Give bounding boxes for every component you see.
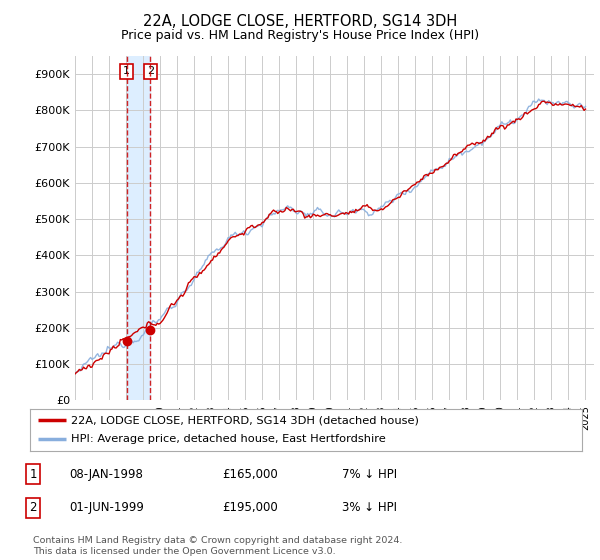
Text: 2: 2: [146, 66, 154, 76]
Text: £195,000: £195,000: [222, 501, 278, 515]
Text: 3% ↓ HPI: 3% ↓ HPI: [342, 501, 397, 515]
Text: 01-JUN-1999: 01-JUN-1999: [69, 501, 144, 515]
Text: Price paid vs. HM Land Registry's House Price Index (HPI): Price paid vs. HM Land Registry's House …: [121, 29, 479, 42]
Text: 7% ↓ HPI: 7% ↓ HPI: [342, 468, 397, 481]
Text: HPI: Average price, detached house, East Hertfordshire: HPI: Average price, detached house, East…: [71, 435, 386, 445]
Text: Contains HM Land Registry data © Crown copyright and database right 2024.
This d: Contains HM Land Registry data © Crown c…: [33, 536, 403, 556]
Text: 1: 1: [123, 66, 130, 76]
Bar: [127, 56, 150, 400]
Text: 1: 1: [29, 468, 37, 481]
Text: £165,000: £165,000: [222, 468, 278, 481]
Text: 08-JAN-1998: 08-JAN-1998: [69, 468, 143, 481]
Text: 22A, LODGE CLOSE, HERTFORD, SG14 3DH: 22A, LODGE CLOSE, HERTFORD, SG14 3DH: [143, 14, 457, 29]
Text: 2: 2: [29, 501, 37, 515]
Text: 22A, LODGE CLOSE, HERTFORD, SG14 3DH (detached house): 22A, LODGE CLOSE, HERTFORD, SG14 3DH (de…: [71, 415, 419, 425]
